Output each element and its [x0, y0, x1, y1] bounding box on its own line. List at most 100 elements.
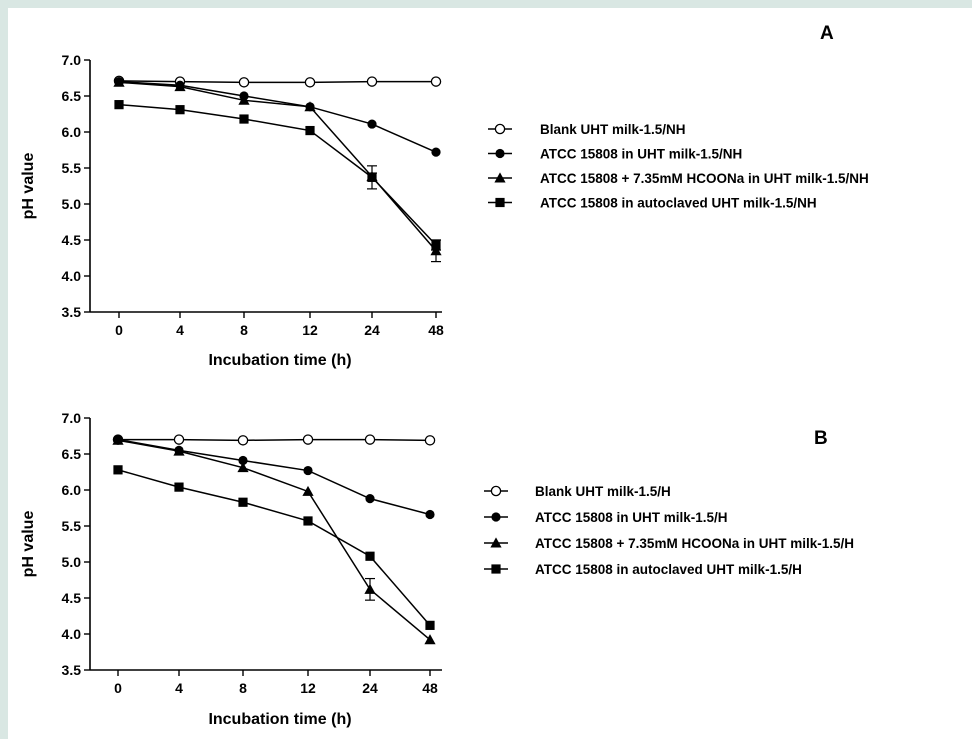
y-axis-title: pH value [20, 511, 37, 578]
series-line [118, 81, 437, 252]
panel-a: 3.54.04.55.05.56.06.57.00 4 8 12 24 48Incubat… [20, 23, 869, 369]
legend-entry: ATCC 15808 in UHT milk-1.5/H [484, 510, 728, 525]
series-line [118, 103, 437, 246]
legend-marker [491, 512, 501, 522]
data-point [239, 114, 249, 124]
y-tick-label: 3.5 [62, 662, 82, 678]
series-line [117, 439, 431, 641]
legend-marker [495, 197, 505, 208]
data-point [424, 634, 436, 645]
data-point [304, 101, 316, 112]
y-tick-label: 5.5 [62, 160, 82, 176]
y-tick-label: 4.5 [62, 590, 82, 606]
x-tick-label: 48 [428, 322, 444, 338]
data-point [238, 94, 250, 105]
legend-marker [490, 537, 502, 548]
data-point [114, 100, 124, 110]
data-point [364, 434, 376, 445]
data-point [237, 435, 249, 446]
legend-label: ATCC 15808 in UHT milk-1.5/H [535, 510, 728, 525]
data-point [424, 435, 436, 446]
y-tick-label: 6.5 [62, 446, 82, 462]
legend-marker [491, 564, 501, 574]
series-2 [114, 77, 441, 157]
series-line [118, 80, 436, 84]
data-point [174, 482, 184, 492]
x-tick-label: 8 [239, 680, 247, 696]
series-3 [112, 434, 436, 645]
data-point [174, 81, 186, 92]
legend-entry: ATCC 15808 + 7.35mM HCOONa in UHT milk-1… [484, 536, 854, 551]
series-line [117, 438, 431, 516]
data-point [112, 434, 124, 445]
series-3 [113, 76, 442, 263]
data-point [365, 551, 375, 561]
data-point [238, 77, 250, 88]
data-point [430, 76, 442, 87]
legend-label: Blank UHT milk-1.5/NH [540, 122, 686, 137]
series-line [118, 438, 431, 442]
x-tick-label: 8 [240, 322, 248, 338]
legend-entry: ATCC 15808 in autoclaved UHT milk-1.5/NH [488, 196, 817, 211]
data-point [238, 497, 248, 507]
y-tick-label: 5.5 [62, 518, 82, 534]
series-line [117, 469, 431, 626]
data-point [365, 494, 375, 504]
figure: 3.5 4.0 4.5 5.0 5.5 6.0 6.5 7.0 0 4 8 12 24 48 Incubat… [8, 8, 972, 739]
data-point [367, 172, 377, 182]
legend-marker [494, 172, 506, 183]
y-tick-label: 5.0 [62, 196, 82, 212]
y-tick-label: 7.0 [62, 52, 82, 68]
data-point [425, 509, 435, 520]
series-4 [114, 100, 441, 251]
y-tick-label: 4.0 [62, 268, 82, 284]
x-tick-label: 24 [364, 322, 380, 338]
x-tick-label: 0 [114, 680, 122, 696]
data-point [237, 462, 249, 473]
x-axis-title: Incubation time (h) [208, 711, 351, 728]
y-tick-label: 6.0 [62, 124, 82, 140]
y-tick-label: 6.5 [62, 88, 82, 104]
data-point [425, 620, 435, 630]
data-point [173, 434, 185, 445]
data-point [305, 125, 315, 136]
x-tick-label: 4 [176, 322, 184, 338]
data-point [175, 105, 185, 115]
y-tick-label: 4.5 [62, 232, 82, 248]
series-1 [112, 434, 436, 446]
data-point [367, 119, 377, 129]
legend-label: Blank UHT milk-1.5/H [535, 484, 671, 499]
data-point [304, 77, 316, 88]
legend-entry: ATCC 15808 + 7.35mM HCOONa in UHT milk-1… [488, 171, 869, 186]
data-point [173, 445, 185, 456]
series-line [118, 80, 437, 153]
x-axis-title: Incubation time (h) [208, 352, 351, 369]
x-tick-label: 0 [115, 322, 123, 338]
data-point [303, 465, 313, 476]
y-tick-label: 5.0 [62, 554, 82, 570]
y-tick-label: 6.0 [62, 482, 82, 498]
data-point [302, 485, 314, 496]
x-tick-label: 24 [362, 680, 378, 696]
legend-marker [494, 123, 506, 135]
y-tick-label: 3.5 [62, 304, 82, 320]
data-point [238, 455, 248, 466]
legend-entry: ATCC 15808 in autoclaved UHT milk-1.5/H [484, 562, 802, 577]
chart-canvas: 3.54.04.55.05.56.06.57.00 4 8 12 24 48Incubat… [20, 23, 869, 728]
y-tick-label: 7.0 [62, 410, 82, 426]
legend-marker [495, 148, 505, 159]
data-point [366, 76, 378, 87]
data-point [113, 76, 125, 87]
legend-label: ATCC 15808 in UHT milk-1.5/NH [540, 147, 742, 162]
x-tick-label: 4 [175, 680, 183, 696]
x-tick-label: 12 [302, 322, 318, 338]
panel-letter: A [820, 23, 834, 44]
x-tick-label: 12 [300, 680, 316, 696]
legend-entry: Blank UHT milk-1.5/NH [488, 122, 686, 137]
legend-entry: ATCC 15808 in UHT milk-1.5/NH [488, 147, 742, 162]
data-point [302, 434, 314, 445]
panel-b: 3.54.04.55.05.56.06.57.00 4 8 12 24 48Incubat… [20, 410, 854, 728]
legend-label: ATCC 15808 + 7.35mM HCOONa in UHT milk-1… [535, 536, 854, 551]
series-4 [113, 465, 435, 630]
y-axis-title: pH value [20, 153, 37, 220]
